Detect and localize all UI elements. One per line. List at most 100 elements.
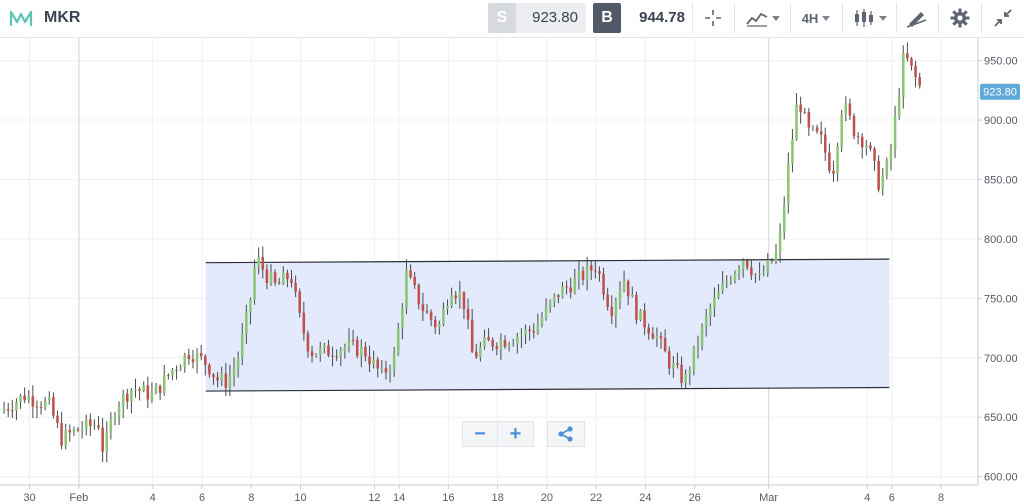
candle-bearish <box>199 352 203 357</box>
settings-button[interactable] <box>941 3 979 33</box>
toolbar-divider <box>938 3 939 33</box>
candle-bullish <box>885 160 889 177</box>
candle-bearish <box>146 385 150 400</box>
candle-bullish <box>696 345 700 347</box>
candle-bearish <box>23 395 26 401</box>
candle-bullish <box>450 295 453 306</box>
candle-bullish <box>692 346 696 371</box>
candle-bearish <box>626 280 630 297</box>
candle-bearish <box>856 136 860 138</box>
crosshair-button[interactable] <box>694 3 732 33</box>
candle-bearish <box>495 346 499 349</box>
candle-bearish <box>310 351 314 357</box>
candle-bearish <box>745 260 749 268</box>
candle-bearish <box>680 364 683 384</box>
x-tick-label: 24 <box>639 492 651 504</box>
channel-lower-line <box>205 386 890 392</box>
share-button[interactable] <box>547 421 585 447</box>
price-chart[interactable]: 600.00 650.00 700.00 750.00 800.00 850.00 900.… <box>0 38 1024 504</box>
candle-bullish <box>811 127 815 129</box>
zoom-out-icon: − <box>474 422 486 445</box>
candle-bullish <box>520 334 523 338</box>
y-axis: 600.00 650.00 700.00 750.00 800.00 850.00 900.… <box>977 38 1018 485</box>
candle-style-button[interactable] <box>846 3 894 33</box>
candle-bearish <box>799 104 802 112</box>
collapse-button[interactable] <box>984 3 1022 33</box>
candle-bullish <box>897 96 901 116</box>
candle-bullish <box>778 232 782 253</box>
zoom-in-button[interactable]: + <box>498 421 534 447</box>
candle-bearish <box>869 145 872 149</box>
candle-bearish <box>35 406 39 408</box>
candle-bearish <box>569 287 572 293</box>
candle-bearish <box>306 333 310 352</box>
candle-bullish <box>561 286 564 298</box>
sell-button[interactable]: S 923.80 <box>488 3 586 33</box>
candle-bullish <box>253 267 256 300</box>
candle-bearish <box>204 356 207 365</box>
candle-bearish <box>89 419 92 426</box>
candle-bearish <box>224 373 228 388</box>
candle-bullish <box>171 369 174 376</box>
candle-bullish <box>762 273 765 275</box>
x-tick-label: 12 <box>368 492 380 504</box>
candle-bullish <box>282 272 285 284</box>
y-tick-label: 600.00 <box>984 472 1018 484</box>
x-tick-label: 8 <box>938 492 944 504</box>
candle-bearish <box>606 294 609 308</box>
price-channel[interactable] <box>205 258 890 392</box>
candle-bullish <box>902 53 905 97</box>
candle-bearish <box>532 331 536 333</box>
toolbar-divider <box>981 3 982 33</box>
x-tick-label: 26 <box>689 492 701 504</box>
candle-bullish <box>154 385 158 393</box>
candle-bearish <box>470 319 474 352</box>
candle-bearish <box>158 385 162 393</box>
candle-bearish <box>487 337 490 340</box>
candle-bullish <box>544 306 548 318</box>
buy-button[interactable]: B 944.78 <box>593 3 691 33</box>
candle-bearish <box>421 304 425 312</box>
timeframe-dropdown[interactable]: 4H <box>792 3 840 33</box>
candle-bearish <box>302 312 306 334</box>
candle-bullish <box>93 425 96 427</box>
candle-bullish <box>729 280 733 282</box>
chart-type-button[interactable] <box>738 3 788 33</box>
candle-bearish <box>126 393 129 402</box>
candle-bearish <box>11 410 14 412</box>
candle-bearish <box>557 295 560 298</box>
candle-bearish <box>819 131 823 135</box>
candle-bullish <box>64 429 67 446</box>
y-tick-label: 750.00 <box>984 293 1018 305</box>
candlestick-icon <box>855 9 873 27</box>
candle-bullish <box>511 343 515 345</box>
candle-bearish <box>216 377 219 381</box>
draw-tool-button[interactable] <box>898 3 936 33</box>
candle-bearish <box>598 271 601 274</box>
x-tick-label: 10 <box>294 492 306 504</box>
candle-bearish <box>852 115 856 137</box>
candle-bullish <box>684 374 687 384</box>
candle-bullish <box>639 310 642 320</box>
candle-bullish <box>721 282 724 292</box>
candle-bearish <box>6 408 10 411</box>
candle-bearish <box>676 363 679 365</box>
candle-bullish <box>43 400 47 408</box>
candle-bullish <box>2 408 6 412</box>
zoom-out-button[interactable]: − <box>462 421 498 447</box>
candle-bullish <box>269 272 273 284</box>
candle-bearish <box>643 310 646 328</box>
price-tag-label: 923.80 <box>983 87 1017 99</box>
candle-bearish <box>815 127 819 132</box>
x-tick-label: 14 <box>393 492 405 504</box>
candle-bearish <box>56 415 59 423</box>
zoom-in-icon: + <box>509 422 522 445</box>
price-tag-bg <box>980 83 1020 100</box>
candle-bearish <box>823 134 827 153</box>
candle-bearish <box>384 367 388 373</box>
y-tick-label: 800.00 <box>984 234 1018 246</box>
candle-bearish <box>663 338 667 352</box>
candle-bullish <box>220 373 223 381</box>
candle-bearish <box>208 364 211 375</box>
x-tick-label: 6 <box>199 492 205 504</box>
